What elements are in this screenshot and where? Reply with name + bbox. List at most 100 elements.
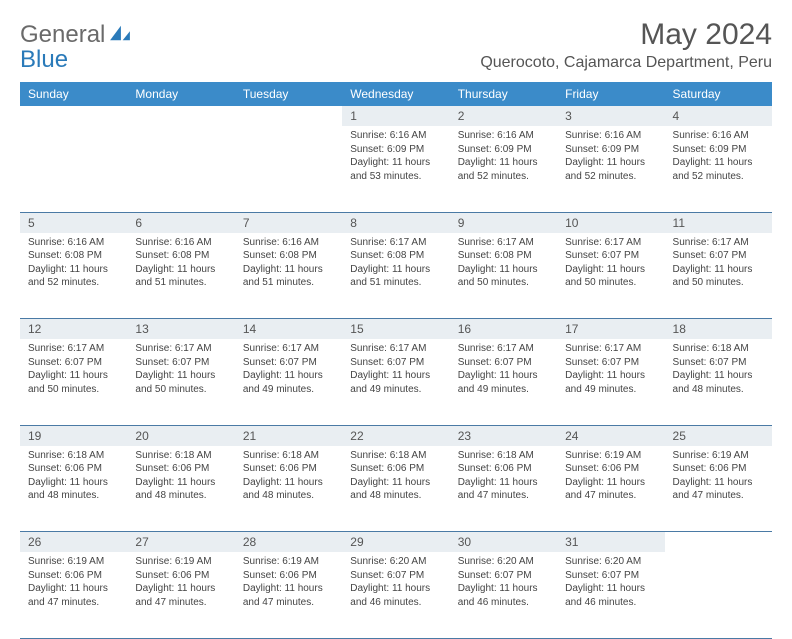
- day-number: 10: [557, 212, 664, 233]
- sunset-text: Sunset: 6:07 PM: [673, 249, 764, 263]
- sunrise-text: Sunrise: 6:17 AM: [458, 342, 549, 356]
- daylight-text: Daylight: 11 hours and 51 minutes.: [243, 263, 334, 290]
- day-cell: Sunrise: 6:19 AMSunset: 6:06 PMDaylight:…: [20, 552, 127, 638]
- day-cell: Sunrise: 6:19 AMSunset: 6:06 PMDaylight:…: [235, 552, 342, 638]
- daylight-text: Daylight: 11 hours and 47 minutes.: [673, 476, 764, 503]
- sunset-text: Sunset: 6:09 PM: [565, 143, 656, 157]
- sunset-text: Sunset: 6:08 PM: [135, 249, 226, 263]
- day-number: 9: [450, 212, 557, 233]
- daylight-text: Daylight: 11 hours and 52 minutes.: [458, 156, 549, 183]
- day-cell: Sunrise: 6:17 AMSunset: 6:07 PMDaylight:…: [235, 339, 342, 425]
- day-content-row: Sunrise: 6:16 AMSunset: 6:09 PMDaylight:…: [20, 126, 772, 212]
- daylight-text: Daylight: 11 hours and 47 minutes.: [458, 476, 549, 503]
- day-number: 13: [127, 319, 234, 340]
- day-number: 4: [665, 106, 772, 126]
- day-number: [127, 106, 234, 126]
- daylight-text: Daylight: 11 hours and 49 minutes.: [565, 369, 656, 396]
- sunset-text: Sunset: 6:07 PM: [565, 249, 656, 263]
- day-cell: Sunrise: 6:19 AMSunset: 6:06 PMDaylight:…: [127, 552, 234, 638]
- daylight-text: Daylight: 11 hours and 47 minutes.: [243, 582, 334, 609]
- sunrise-text: Sunrise: 6:20 AM: [458, 555, 549, 569]
- day-number: 25: [665, 425, 772, 446]
- day-content-row: Sunrise: 6:19 AMSunset: 6:06 PMDaylight:…: [20, 552, 772, 638]
- day-cell: Sunrise: 6:18 AMSunset: 6:06 PMDaylight:…: [450, 446, 557, 532]
- day-number: 24: [557, 425, 664, 446]
- day-cell: Sunrise: 6:18 AMSunset: 6:07 PMDaylight:…: [665, 339, 772, 425]
- day-cell: Sunrise: 6:19 AMSunset: 6:06 PMDaylight:…: [665, 446, 772, 532]
- sunset-text: Sunset: 6:08 PM: [458, 249, 549, 263]
- day-cell: [235, 126, 342, 212]
- sunset-text: Sunset: 6:06 PM: [28, 462, 119, 476]
- day-number: 2: [450, 106, 557, 126]
- day-number-row: 567891011: [20, 212, 772, 233]
- sunrise-text: Sunrise: 6:18 AM: [28, 449, 119, 463]
- daylight-text: Daylight: 11 hours and 48 minutes.: [673, 369, 764, 396]
- day-cell: Sunrise: 6:16 AMSunset: 6:08 PMDaylight:…: [127, 233, 234, 319]
- sunrise-text: Sunrise: 6:20 AM: [350, 555, 441, 569]
- sunrise-text: Sunrise: 6:16 AM: [350, 129, 441, 143]
- day-number: [665, 532, 772, 553]
- sunrise-text: Sunrise: 6:20 AM: [565, 555, 656, 569]
- page-header: GeneralBlue May 2024 Querocoto, Cajamarc…: [20, 18, 772, 72]
- sunrise-text: Sunrise: 6:17 AM: [673, 236, 764, 250]
- day-number: 3: [557, 106, 664, 126]
- day-number: 11: [665, 212, 772, 233]
- daylight-text: Daylight: 11 hours and 50 minutes.: [458, 263, 549, 290]
- daylight-text: Daylight: 11 hours and 50 minutes.: [565, 263, 656, 290]
- day-cell: Sunrise: 6:17 AMSunset: 6:07 PMDaylight:…: [127, 339, 234, 425]
- weekday-header: Wednesday: [342, 82, 449, 106]
- sunrise-text: Sunrise: 6:16 AM: [135, 236, 226, 250]
- sunset-text: Sunset: 6:06 PM: [673, 462, 764, 476]
- day-number: 8: [342, 212, 449, 233]
- sunrise-text: Sunrise: 6:18 AM: [458, 449, 549, 463]
- sunrise-text: Sunrise: 6:18 AM: [350, 449, 441, 463]
- day-number: [235, 106, 342, 126]
- sunset-text: Sunset: 6:07 PM: [28, 356, 119, 370]
- day-number: 16: [450, 319, 557, 340]
- day-number: 12: [20, 319, 127, 340]
- day-number-row: 19202122232425: [20, 425, 772, 446]
- weekday-header: Sunday: [20, 82, 127, 106]
- logo: GeneralBlue: [20, 18, 132, 72]
- day-cell: [127, 126, 234, 212]
- sunrise-text: Sunrise: 6:17 AM: [28, 342, 119, 356]
- day-cell: Sunrise: 6:16 AMSunset: 6:09 PMDaylight:…: [342, 126, 449, 212]
- weekday-header: Tuesday: [235, 82, 342, 106]
- sunset-text: Sunset: 6:08 PM: [28, 249, 119, 263]
- sunset-text: Sunset: 6:09 PM: [458, 143, 549, 157]
- day-cell: Sunrise: 6:17 AMSunset: 6:07 PMDaylight:…: [665, 233, 772, 319]
- day-content-row: Sunrise: 6:16 AMSunset: 6:08 PMDaylight:…: [20, 233, 772, 319]
- sunrise-text: Sunrise: 6:19 AM: [673, 449, 764, 463]
- weekday-row: Sunday Monday Tuesday Wednesday Thursday…: [20, 82, 772, 106]
- sunrise-text: Sunrise: 6:17 AM: [350, 236, 441, 250]
- day-number: 1: [342, 106, 449, 126]
- day-cell: Sunrise: 6:17 AMSunset: 6:08 PMDaylight:…: [342, 233, 449, 319]
- sunset-text: Sunset: 6:07 PM: [350, 356, 441, 370]
- daylight-text: Daylight: 11 hours and 50 minutes.: [673, 263, 764, 290]
- sunset-text: Sunset: 6:07 PM: [673, 356, 764, 370]
- sunset-text: Sunset: 6:07 PM: [458, 356, 549, 370]
- day-cell: Sunrise: 6:16 AMSunset: 6:09 PMDaylight:…: [665, 126, 772, 212]
- day-cell: Sunrise: 6:16 AMSunset: 6:09 PMDaylight:…: [557, 126, 664, 212]
- day-cell: Sunrise: 6:17 AMSunset: 6:07 PMDaylight:…: [20, 339, 127, 425]
- daylight-text: Daylight: 11 hours and 47 minutes.: [135, 582, 226, 609]
- sunrise-text: Sunrise: 6:17 AM: [350, 342, 441, 356]
- weekday-header: Thursday: [450, 82, 557, 106]
- daylight-text: Daylight: 11 hours and 48 minutes.: [28, 476, 119, 503]
- daylight-text: Daylight: 11 hours and 46 minutes.: [565, 582, 656, 609]
- day-cell: Sunrise: 6:18 AMSunset: 6:06 PMDaylight:…: [235, 446, 342, 532]
- day-number: 21: [235, 425, 342, 446]
- day-content-row: Sunrise: 6:18 AMSunset: 6:06 PMDaylight:…: [20, 446, 772, 532]
- daylight-text: Daylight: 11 hours and 48 minutes.: [350, 476, 441, 503]
- day-number: 28: [235, 532, 342, 553]
- sunrise-text: Sunrise: 6:17 AM: [243, 342, 334, 356]
- weekday-header: Friday: [557, 82, 664, 106]
- sunrise-text: Sunrise: 6:17 AM: [565, 236, 656, 250]
- day-content-row: Sunrise: 6:17 AMSunset: 6:07 PMDaylight:…: [20, 339, 772, 425]
- daylight-text: Daylight: 11 hours and 47 minutes.: [28, 582, 119, 609]
- daylight-text: Daylight: 11 hours and 47 minutes.: [565, 476, 656, 503]
- day-cell: Sunrise: 6:18 AMSunset: 6:06 PMDaylight:…: [20, 446, 127, 532]
- daylight-text: Daylight: 11 hours and 48 minutes.: [135, 476, 226, 503]
- weekday-header: Saturday: [665, 82, 772, 106]
- weekday-header: Monday: [127, 82, 234, 106]
